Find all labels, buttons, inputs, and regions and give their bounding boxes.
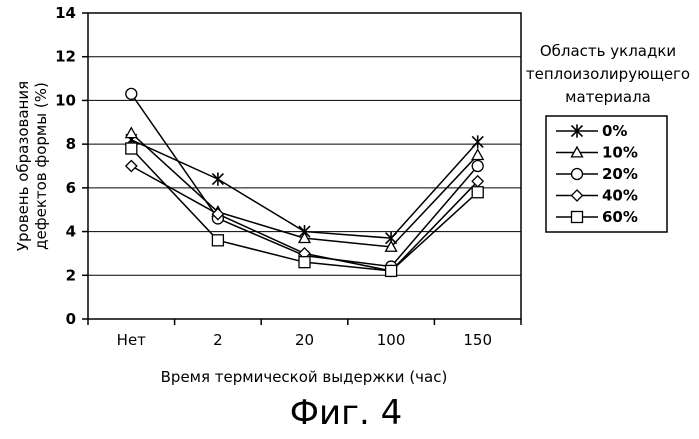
figure-caption: Фиг. 4 (290, 393, 402, 433)
data-point-4-1 (212, 235, 223, 246)
x-axis-ticks: Нет 2 20 100 150 (88, 319, 521, 349)
y-axis-title-line-1: Уровень образования (14, 81, 32, 251)
x-tick-label: 100 (377, 331, 406, 349)
data-point-2-4 (472, 161, 483, 172)
data-point-1-4 (472, 150, 483, 160)
y-tick-label: 6 (66, 179, 76, 197)
legend-label-0: 0% (602, 122, 627, 140)
legend-marker-4 (572, 212, 583, 223)
y-tick-label: 2 (66, 266, 76, 284)
legend-title-line-1: Область укладки (540, 42, 676, 60)
y-axis-title-line-2: дефектов формы (%) (32, 82, 50, 250)
data-point-4-2 (299, 257, 310, 268)
legend-label-4: 60% (602, 208, 638, 226)
legend-title-line-3: материала (565, 88, 651, 106)
data-point-4-4 (472, 187, 483, 198)
y-tick-label: 4 (66, 223, 76, 241)
legend-label-2: 20% (602, 165, 638, 183)
x-tick-label: 2 (213, 331, 223, 349)
y-tick-label: 10 (55, 91, 76, 109)
data-point-2-0 (126, 88, 137, 99)
legend-label-1: 10% (602, 144, 638, 162)
x-tick-label: 150 (463, 331, 492, 349)
data-point-1-0 (126, 128, 137, 138)
legend-label-3: 40% (602, 187, 638, 205)
data-point-4-3 (386, 265, 397, 276)
series-group (126, 88, 483, 276)
x-tick-label: 20 (295, 331, 314, 349)
y-axis-title: Уровень образования дефектов формы (%) (14, 81, 50, 251)
data-point-3-0 (126, 161, 137, 172)
y-tick-label: 8 (66, 135, 76, 153)
x-axis-title: Время термической выдержки (час) (161, 368, 448, 386)
data-point-0-1 (212, 173, 223, 186)
y-tick-label: 0 (66, 310, 76, 328)
legend-title-line-2: теплоизолирующего (526, 65, 690, 83)
data-point-4-0 (126, 143, 137, 154)
series-line-0 (131, 140, 477, 238)
x-tick-label: Нет (117, 331, 147, 349)
y-tick-label: 12 (55, 48, 76, 66)
y-axis-ticks: 0 2 4 6 8 10 12 14 (55, 4, 88, 328)
y-tick-label: 14 (55, 4, 76, 22)
data-point-0-4 (472, 135, 483, 148)
legend-marker-2 (572, 169, 583, 180)
